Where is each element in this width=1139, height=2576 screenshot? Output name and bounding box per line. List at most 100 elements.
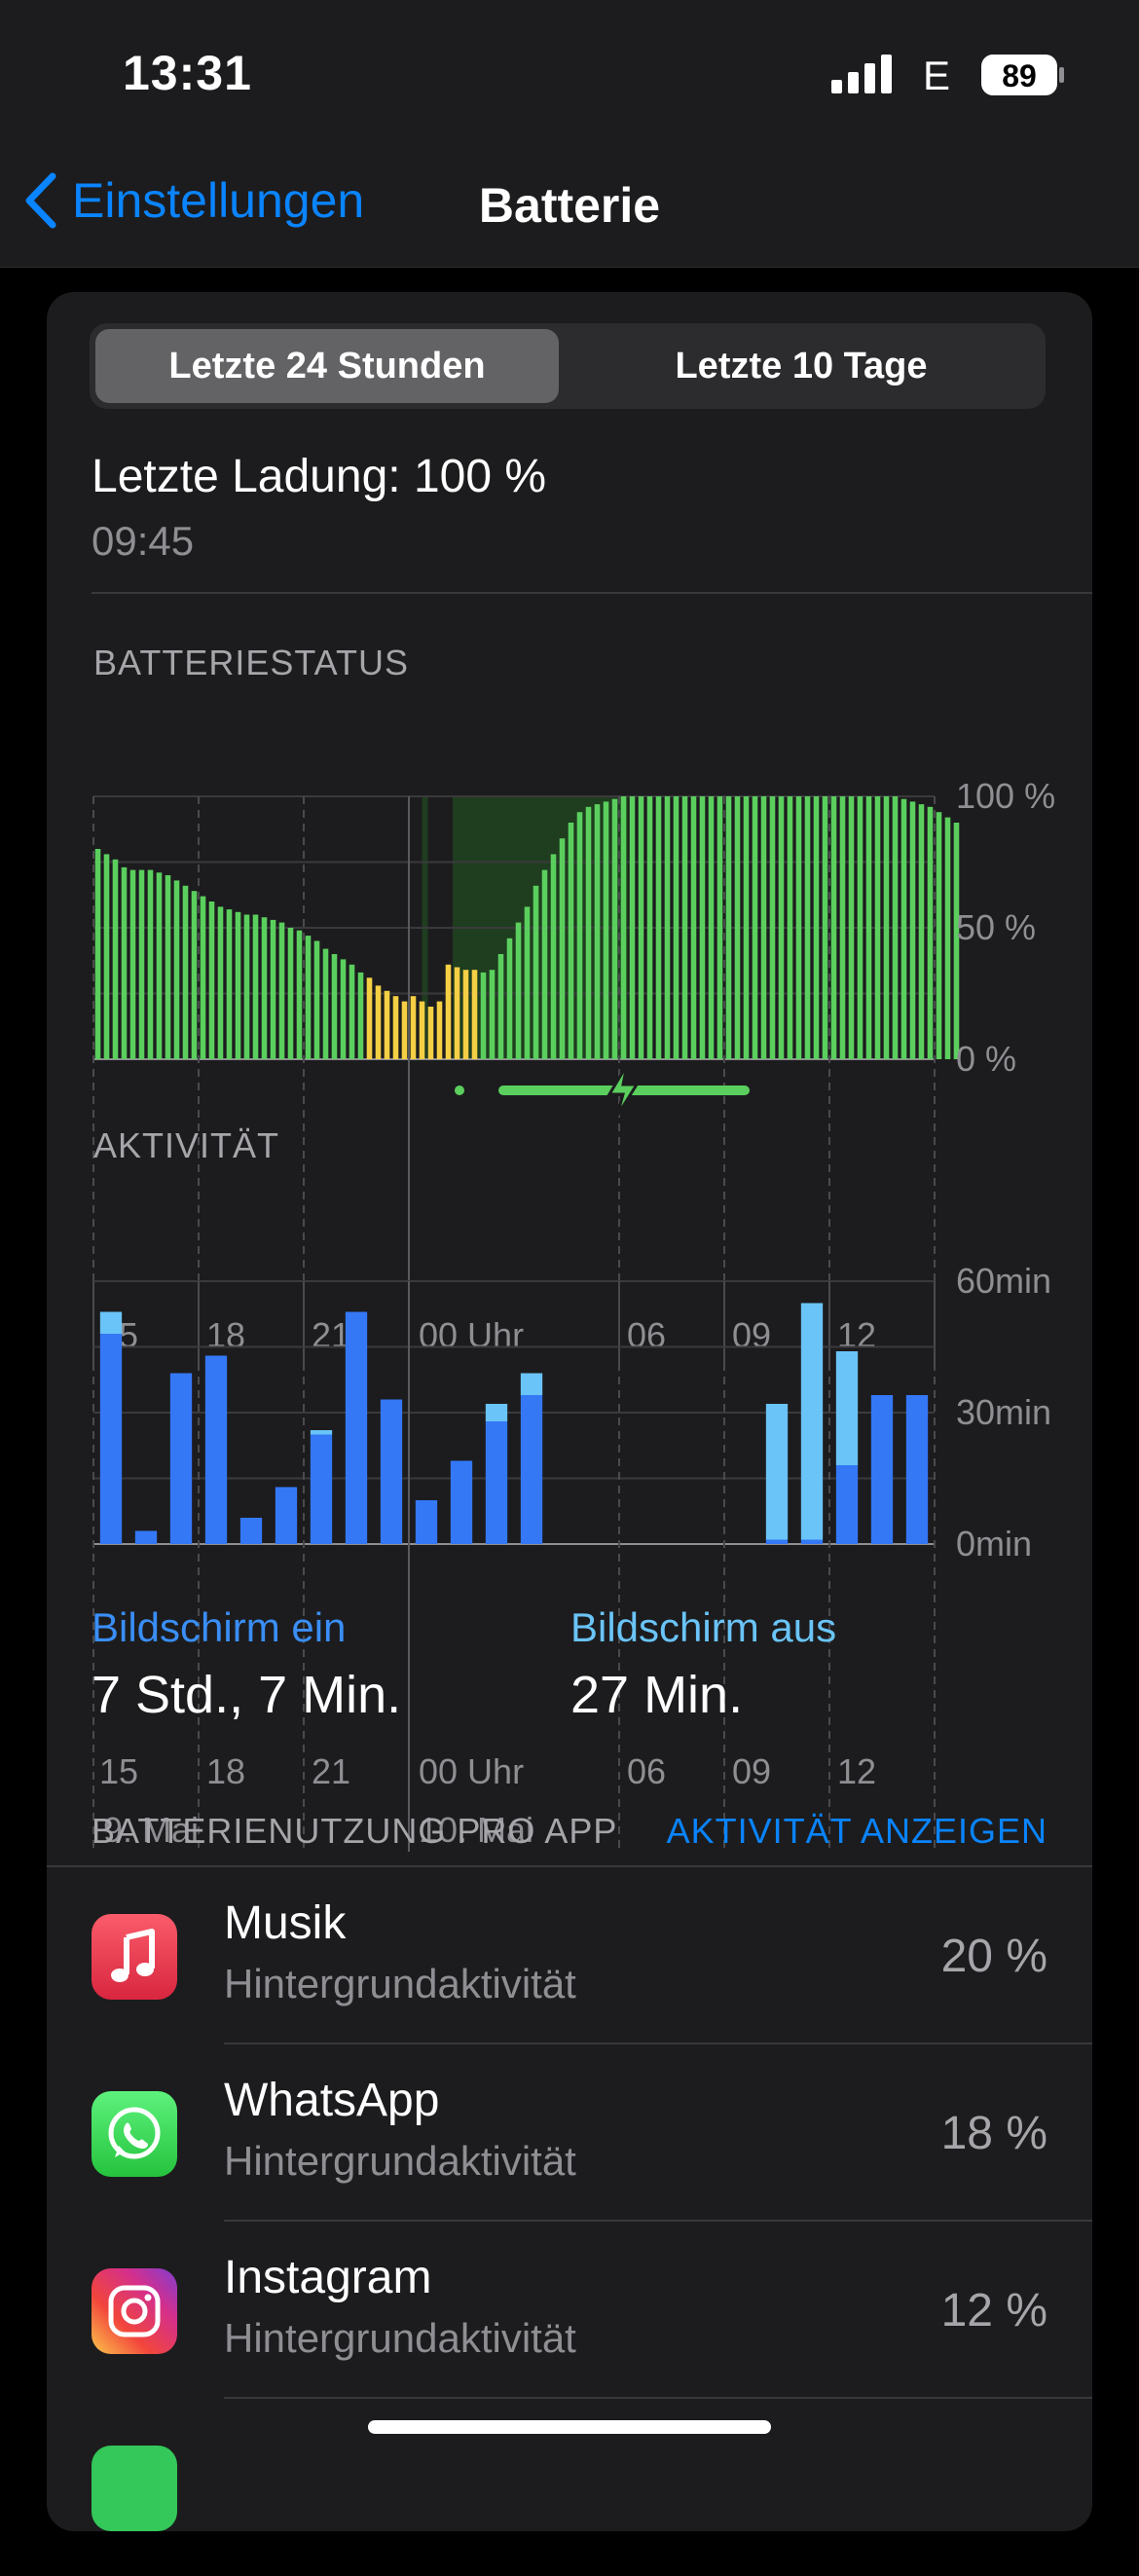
battery-bar bbox=[506, 938, 513, 1059]
page-title: Batterie bbox=[478, 178, 661, 233]
whatsapp-icon bbox=[92, 2091, 177, 2177]
show-activity-button[interactable]: AKTIVITÄT ANZEIGEN bbox=[666, 1811, 1047, 1851]
battery-bar bbox=[462, 970, 469, 1059]
y-axis-label: 30min bbox=[956, 1392, 1051, 1432]
phone-icon bbox=[92, 2446, 177, 2531]
battery-card: Letzte 24 Stunden Letzte 10 Tage Letzte … bbox=[47, 292, 1092, 2531]
battery-bar bbox=[594, 804, 601, 1059]
battery-bar bbox=[927, 806, 934, 1059]
app-row-instagram[interactable]: Instagram Hintergrundaktivität 12 % bbox=[47, 2222, 1092, 2399]
battery-bar bbox=[769, 796, 776, 1059]
y-axis-label: 0 % bbox=[956, 1039, 1016, 1079]
battery-bar bbox=[112, 859, 119, 1059]
screen-off-bar bbox=[765, 1404, 789, 1540]
battery-bar bbox=[568, 823, 574, 1059]
battery-bar bbox=[857, 796, 863, 1059]
y-axis-label: 50 % bbox=[956, 907, 1036, 947]
battery-bar bbox=[392, 996, 399, 1059]
y-axis-label: 60min bbox=[956, 1261, 1051, 1301]
tab-last-24-hours[interactable]: Letzte 24 Stunden bbox=[95, 329, 559, 403]
app-subtitle: Hintergrundaktivität bbox=[224, 2315, 576, 2361]
battery-bar bbox=[156, 872, 163, 1059]
battery-bar bbox=[743, 796, 750, 1059]
back-button[interactable]: Einstellungen bbox=[23, 169, 364, 232]
battery-bar bbox=[138, 869, 145, 1059]
x-axis-label: 15 bbox=[99, 1751, 138, 1791]
battery-bar bbox=[787, 796, 793, 1059]
x-axis-label: 09 bbox=[732, 1751, 771, 1791]
battery-bar bbox=[384, 990, 390, 1059]
battery-bar bbox=[865, 796, 872, 1059]
screen-on-bar bbox=[99, 1334, 123, 1544]
battery-bar bbox=[874, 796, 881, 1059]
screen-off-bar bbox=[835, 1351, 859, 1465]
time-range-segmented-control: Letzte 24 Stunden Letzte 10 Tage bbox=[90, 323, 1046, 409]
app-percentage: 18 % bbox=[940, 2108, 1047, 2159]
battery-bar bbox=[331, 954, 338, 1059]
network-type: E bbox=[923, 53, 951, 98]
music-icon bbox=[92, 1914, 177, 2000]
battery-bar bbox=[822, 796, 828, 1059]
screen-off-label: Bildschirm aus bbox=[570, 1604, 837, 1650]
y-axis-label: 100 % bbox=[956, 776, 1055, 816]
battery-bar bbox=[401, 1001, 408, 1059]
screen-on-bar bbox=[800, 1539, 824, 1544]
screen-off-bar bbox=[520, 1373, 543, 1395]
nav-bar: Einstellungen Batterie bbox=[0, 146, 1139, 268]
battery-bar bbox=[182, 885, 189, 1059]
app-percentage: 20 % bbox=[940, 1931, 1047, 1982]
battery-bar bbox=[252, 914, 259, 1059]
battery-bar bbox=[629, 796, 636, 1059]
app-subtitle: Hintergrundaktivität bbox=[224, 2138, 576, 2184]
screen-off-bar bbox=[99, 1311, 123, 1334]
screen-on-bar bbox=[345, 1311, 368, 1544]
date-label: 9. Mai bbox=[103, 1810, 199, 1850]
screen-on-bar bbox=[134, 1530, 158, 1544]
battery-bar bbox=[944, 817, 951, 1059]
tab-last-10-days[interactable]: Letzte 10 Tage bbox=[675, 346, 928, 386]
battery-bar bbox=[165, 875, 171, 1059]
chevron-left-icon bbox=[25, 172, 56, 229]
x-axis-label: 18 bbox=[206, 1315, 245, 1355]
battery-bar bbox=[830, 796, 837, 1059]
x-axis-label: 06 bbox=[627, 1751, 666, 1791]
battery-bar bbox=[550, 854, 557, 1059]
x-axis-label: 21 bbox=[312, 1315, 350, 1355]
battery-bar bbox=[883, 796, 890, 1059]
status-bar: 13:31 E 89 bbox=[0, 0, 1139, 146]
battery-bar bbox=[699, 796, 706, 1059]
battery-bar bbox=[454, 967, 460, 1059]
screen-on-label: Bildschirm ein bbox=[92, 1604, 347, 1650]
screen-on-bar bbox=[275, 1487, 298, 1544]
battery-bar bbox=[217, 906, 224, 1059]
battery-bar bbox=[173, 880, 180, 1059]
app-name: Musik bbox=[224, 1897, 347, 1949]
battery-bar bbox=[559, 838, 566, 1059]
screen-off-value: 27 Min. bbox=[570, 1666, 744, 1724]
battery-bar bbox=[611, 798, 618, 1059]
screen-on-bar bbox=[485, 1421, 508, 1544]
screen-off-bar bbox=[310, 1430, 333, 1435]
screen-on-bar bbox=[520, 1395, 543, 1544]
battery-bar bbox=[226, 909, 233, 1059]
battery-bar bbox=[541, 869, 548, 1059]
x-axis-label: 09 bbox=[732, 1315, 771, 1355]
battery-bar bbox=[576, 812, 583, 1059]
app-row-musik[interactable]: Musik Hintergrundaktivität 20 % bbox=[47, 1867, 1092, 2044]
battery-bar bbox=[515, 922, 522, 1059]
battery-bar bbox=[410, 996, 417, 1059]
x-axis-label: 18 bbox=[206, 1751, 245, 1791]
screen-on-bar bbox=[204, 1355, 228, 1544]
app-row-whatsapp[interactable]: WhatsApp Hintergrundaktivität 18 % bbox=[47, 2044, 1092, 2222]
status-time: 13:31 bbox=[123, 46, 252, 100]
y-axis-label: 0min bbox=[956, 1524, 1032, 1564]
battery-bar bbox=[752, 796, 758, 1059]
battery-bar bbox=[804, 796, 811, 1059]
battery-bar bbox=[760, 796, 767, 1059]
battery-bar bbox=[716, 796, 723, 1059]
battery-bar bbox=[349, 964, 355, 1059]
battery-bar bbox=[313, 940, 320, 1059]
battery-bar bbox=[235, 911, 241, 1059]
battery-bar bbox=[436, 1001, 443, 1059]
